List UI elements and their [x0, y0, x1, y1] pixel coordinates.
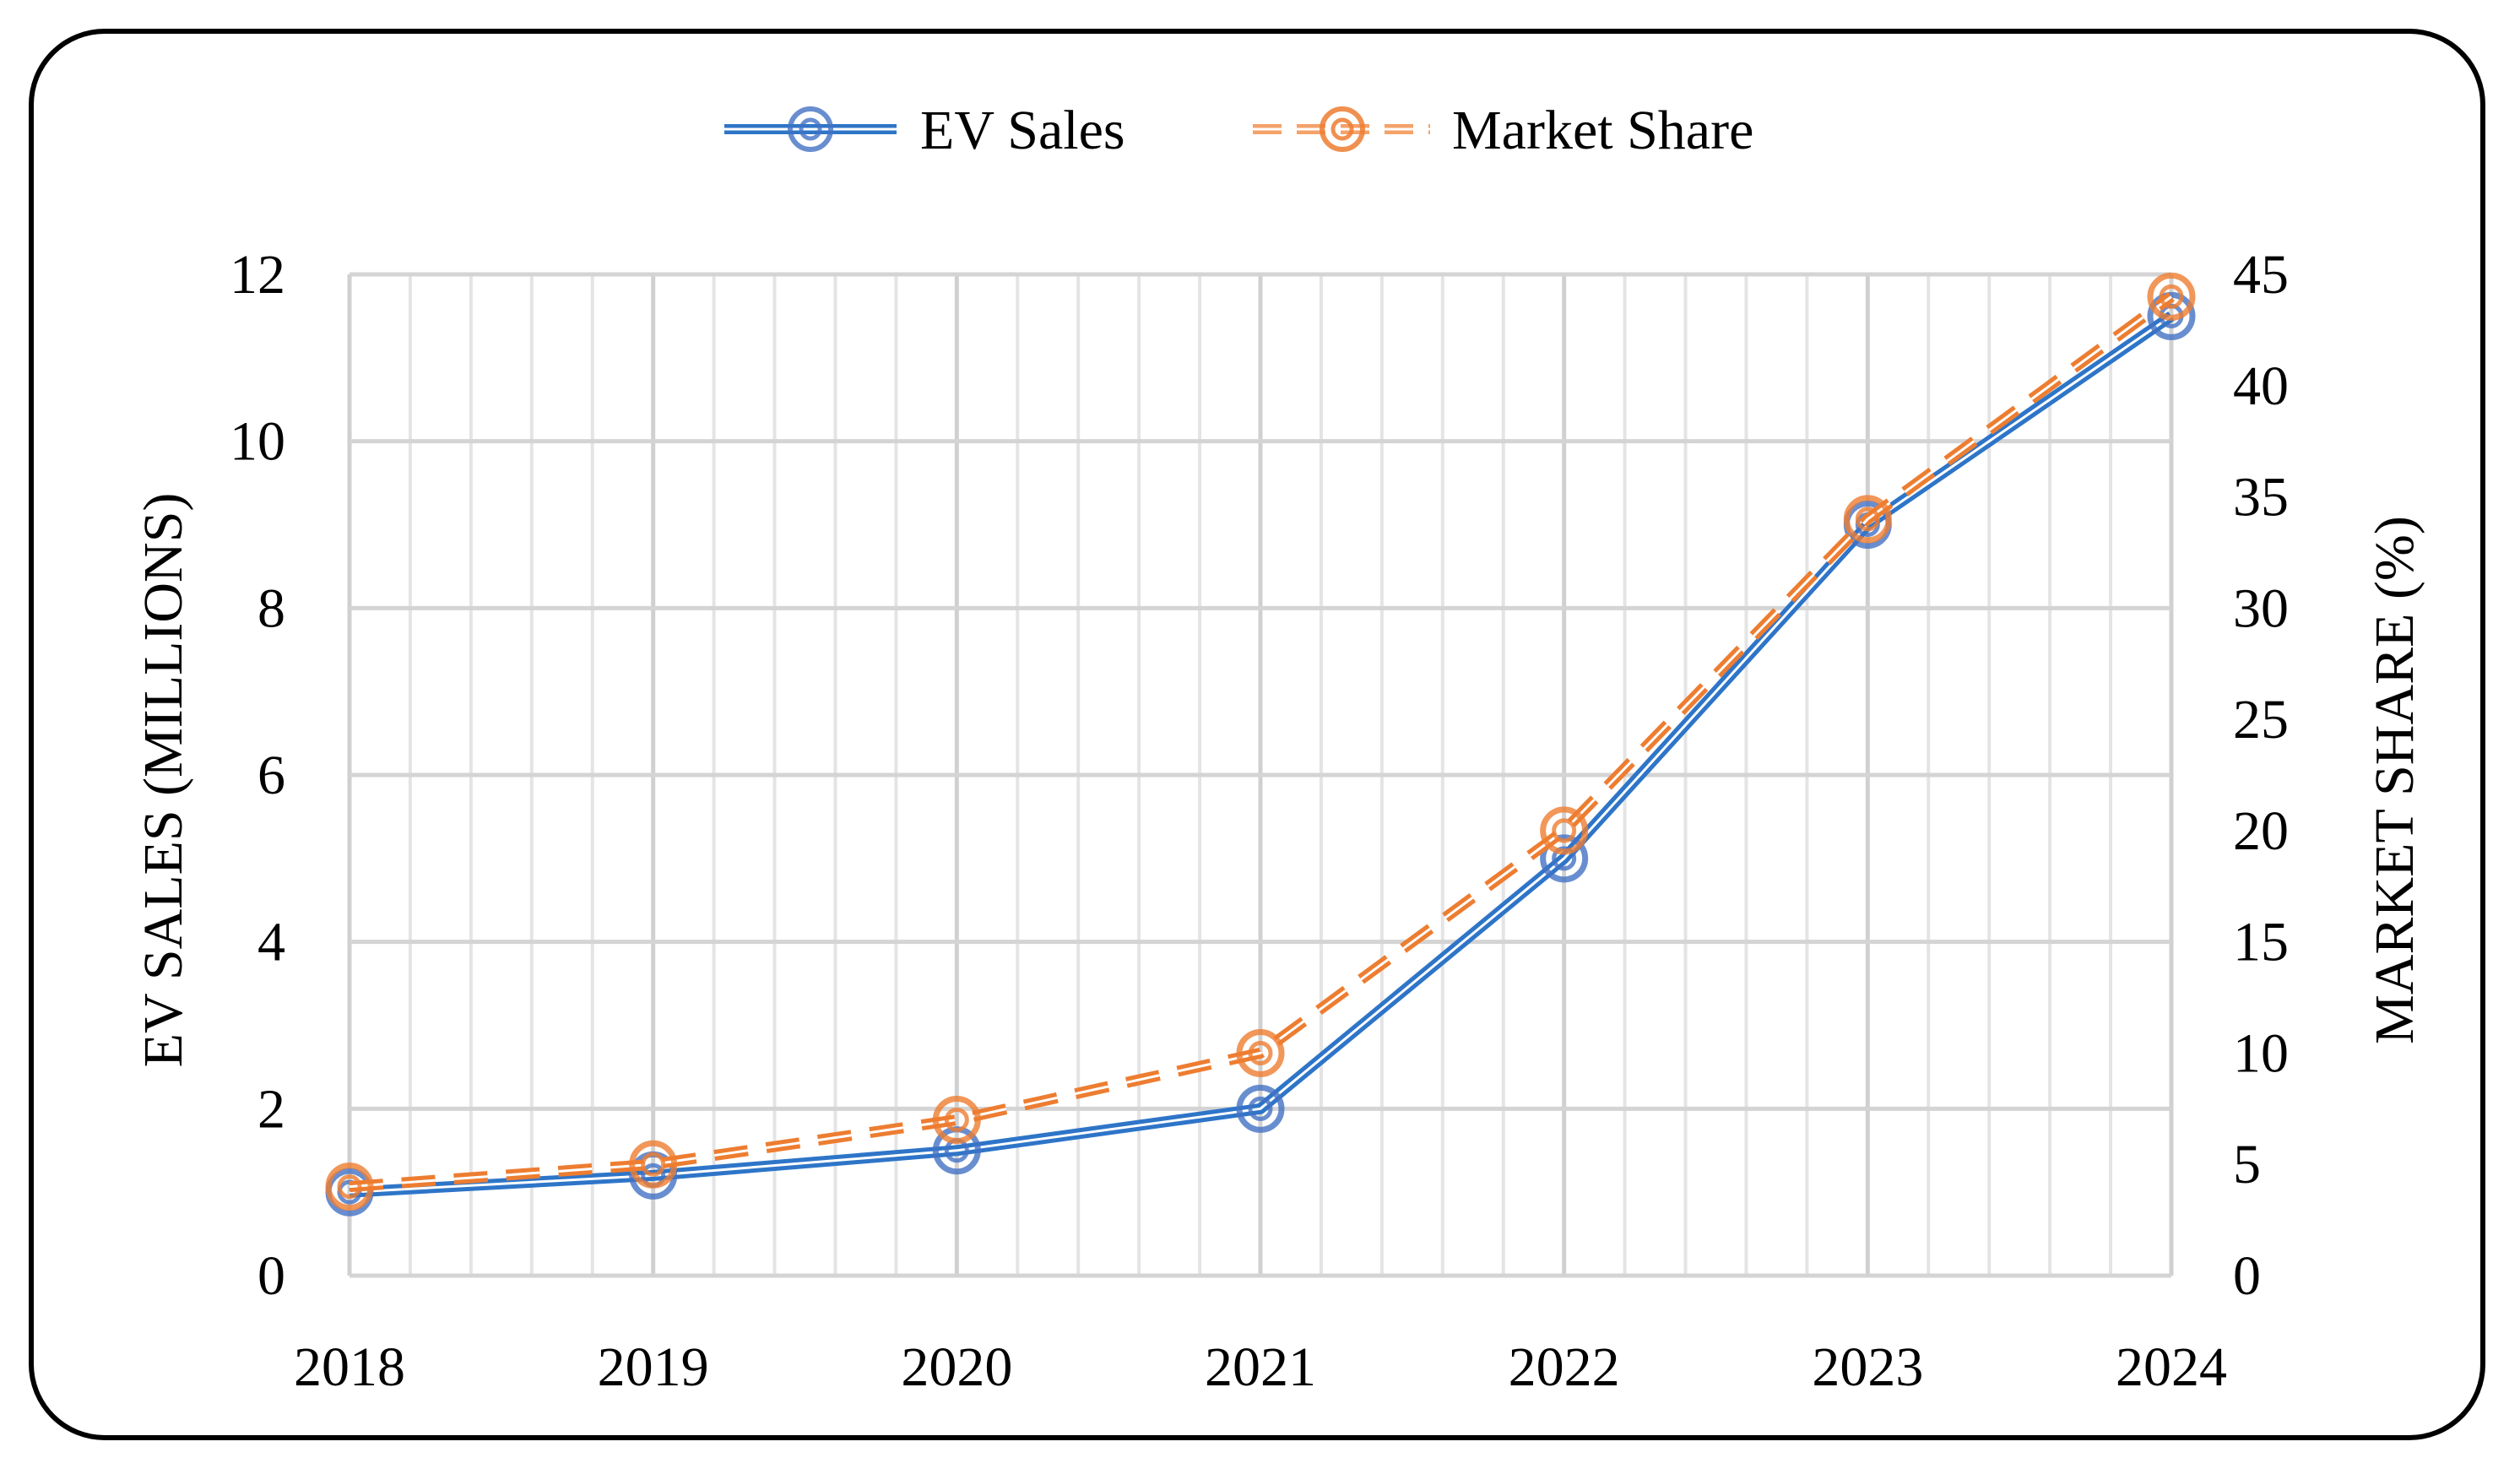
- y-tick-label-right: 30: [2233, 577, 2289, 639]
- legend-marker-ev-sales: [788, 106, 833, 152]
- y-tick-label-left: 8: [257, 577, 285, 639]
- legend-marker-market-share: [1320, 106, 1365, 152]
- data-point-market-share[interactable]: [629, 1140, 678, 1189]
- y-tick-label-right: 5: [2233, 1134, 2261, 1195]
- y-tick-label-left: 6: [257, 745, 285, 806]
- legend-item-ev-sales[interactable]: EV Sales: [724, 100, 1125, 161]
- legend-label-ev-sales: EV Sales: [920, 100, 1125, 161]
- series-market-share: [325, 272, 2196, 1211]
- y-axis-label-left: EV SALES (MILLIONS): [133, 493, 194, 1068]
- data-point-market-share[interactable]: [1540, 806, 1589, 855]
- grid: [347, 272, 2174, 1278]
- y-tick-label-right: 45: [2233, 244, 2289, 306]
- y-tick-label-right: 10: [2233, 1022, 2289, 1084]
- series-layer: [325, 272, 2196, 1217]
- x-tick-label: 2021: [1205, 1336, 1316, 1398]
- y-tick-label-left: 4: [257, 912, 285, 973]
- data-point-market-share[interactable]: [2147, 272, 2196, 321]
- y-tick-label-right: 25: [2233, 689, 2289, 751]
- data-point-market-share[interactable]: [1236, 1028, 1285, 1077]
- y-tick-label-right: 20: [2233, 800, 2289, 862]
- x-tick-label: 2020: [901, 1336, 1012, 1398]
- y-tick-label-left: 12: [230, 244, 285, 306]
- data-point-market-share[interactable]: [1843, 495, 1892, 544]
- chart-frame: [29, 29, 2485, 1440]
- y-tick-label-right: 35: [2233, 467, 2289, 528]
- tick-labels: 2018 2019 2020 2021 2022 2023 2024024681012051…: [230, 244, 2289, 1398]
- data-point-market-share[interactable]: [325, 1162, 374, 1211]
- y-tick-label-right: 15: [2233, 912, 2289, 973]
- legend-label-market-share: Market Share: [1452, 100, 1753, 161]
- data-point-ev-sales[interactable]: [1540, 834, 1589, 883]
- data-point-ev-sales[interactable]: [1236, 1084, 1285, 1133]
- y-tick-label-right: 40: [2233, 355, 2289, 417]
- y-tick-label-right: 0: [2233, 1245, 2261, 1307]
- y-tick-label-left: 10: [230, 411, 285, 473]
- legend-item-market-share[interactable]: Market Share: [1253, 100, 1753, 161]
- y-tick-label-left: 2: [257, 1078, 285, 1140]
- x-tick-label: 2024: [2116, 1336, 2227, 1398]
- x-tick-label: 2022: [1509, 1336, 1620, 1398]
- x-tick-label: 2018: [294, 1336, 405, 1398]
- x-tick-label: 2019: [598, 1336, 709, 1398]
- legend: EV Sales Market Share: [724, 100, 1753, 161]
- y-axis-label-right: MARKET SHARE (%): [2364, 516, 2425, 1044]
- data-point-market-share[interactable]: [932, 1096, 981, 1145]
- y-tick-label-left: 0: [257, 1245, 285, 1307]
- x-tick-label: 2023: [1812, 1336, 1923, 1398]
- series-line-core-market-share: [349, 295, 2172, 1189]
